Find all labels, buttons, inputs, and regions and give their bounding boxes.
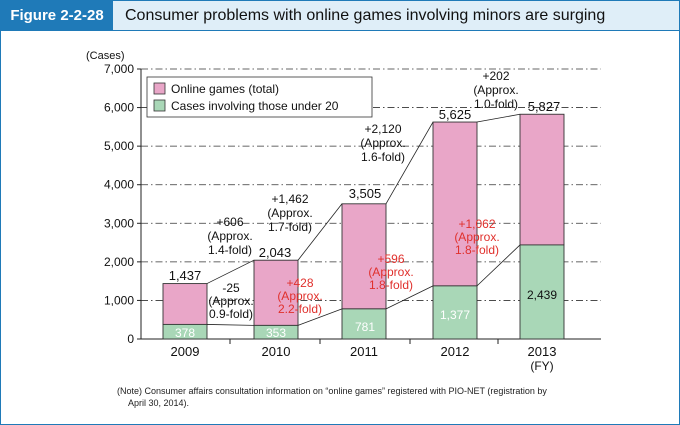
- bar-total: [519, 113, 565, 246]
- data-label-total: 5,827: [528, 99, 561, 114]
- x-tick-label: 2012: [441, 344, 470, 359]
- connector-total: [206, 259, 255, 284]
- annotation-total: 1.6-fold): [361, 150, 405, 164]
- note-line-2: April 30, 2014).: [128, 398, 190, 408]
- annotation-minors: (Approx.: [208, 294, 253, 308]
- x-unit-label: (FY): [530, 359, 553, 373]
- annotation-total: (Approx.: [207, 229, 252, 243]
- y-tick-label: 0: [127, 332, 134, 346]
- data-label-minors: 781: [355, 320, 375, 334]
- annotation-minors: 1.8-fold): [455, 243, 499, 257]
- connector-minors: [206, 324, 255, 326]
- annotation-total: (Approx.: [473, 83, 518, 97]
- data-label-total: 3,505: [349, 186, 382, 201]
- x-tick-label: 2013: [528, 344, 557, 359]
- data-label-minors: 1,377: [440, 308, 470, 322]
- annotation-minors: +596: [377, 252, 404, 266]
- annotation-minors: 1.8-fold): [369, 278, 413, 292]
- legend-swatch-minors: [153, 99, 166, 112]
- y-tick-label: 4,000: [104, 178, 134, 192]
- y-tick-label: 1,000: [104, 293, 134, 307]
- note-line-1: (Note) Consumer affairs consultation inf…: [117, 386, 547, 396]
- figure-note: (Note) Consumer affairs consultation inf…: [117, 385, 597, 409]
- y-tick-label: 5,000: [104, 139, 134, 153]
- bar-minors: [432, 285, 478, 340]
- legend-label-total: Online games (total): [171, 82, 279, 96]
- legend-label-minors: Cases involving those under 20: [171, 99, 339, 113]
- annotation-total: +606: [216, 215, 243, 229]
- annotation-total: (Approx.: [360, 136, 405, 150]
- annotation-total: 1.7-fold): [268, 220, 312, 234]
- bar-total: [341, 203, 387, 310]
- annotation-minors: +1,062: [458, 217, 495, 231]
- annotation-total: 1.0-fold): [474, 97, 518, 111]
- connector-minors: [385, 285, 434, 310]
- figure-header: Figure 2-2-28 Consumer problems with onl…: [1, 1, 679, 31]
- bar-minors: [519, 244, 565, 340]
- figure-label: Figure 2-2-28: [1, 1, 113, 30]
- y-tick-label: 7,000: [104, 62, 134, 76]
- connector-minors: [476, 244, 521, 287]
- annotation-minors: (Approx.: [368, 265, 413, 279]
- data-label-total: 5,625: [439, 107, 472, 122]
- bar-minors: [341, 308, 387, 340]
- annotation-total: 1.4-fold): [208, 243, 252, 257]
- bar-total: [253, 259, 299, 326]
- data-label-total: 2,043: [259, 245, 292, 260]
- x-tick-label: 2011: [350, 344, 378, 359]
- annotation-total: (Approx.: [267, 206, 312, 220]
- annotation-total: +1,462: [271, 192, 308, 206]
- x-tick-label: 2009: [171, 344, 200, 359]
- bar-total: [162, 283, 208, 325]
- legend-swatch-total: [153, 82, 166, 95]
- connector-total: [385, 121, 434, 205]
- annotation-minors: (Approx.: [277, 289, 322, 303]
- data-label-minors: 378: [175, 326, 195, 340]
- annotation-total: +2,120: [364, 122, 401, 136]
- x-tick-label: 2010: [262, 344, 291, 359]
- data-label-minors: 2,439: [527, 288, 557, 302]
- connector-minors: [297, 308, 343, 326]
- annotation-minors: (Approx.: [454, 230, 499, 244]
- y-tick-label: 3,000: [104, 216, 134, 230]
- bar-minors: [162, 323, 208, 340]
- y-tick-label: 6,000: [104, 101, 134, 115]
- annotation-minors: +428: [286, 276, 313, 290]
- connector-total: [476, 113, 521, 123]
- annotation-minors: 0.9-fold): [209, 307, 253, 321]
- figure-title: Consumer problems with online games invo…: [125, 7, 606, 24]
- annotation-minors: -25: [222, 281, 240, 295]
- data-label-total: 1,437: [169, 268, 202, 283]
- y-tick-label: 2,000: [104, 255, 134, 269]
- y-unit-label: (Cases): [86, 50, 125, 62]
- bar-minors: [253, 324, 299, 340]
- annotation-minors: 2.2-fold): [278, 302, 322, 316]
- connector-total: [297, 203, 343, 261]
- annotation-total: +202: [482, 69, 509, 83]
- data-label-minors: 353: [266, 326, 286, 340]
- legend-box: [146, 76, 373, 118]
- bar-total: [432, 121, 478, 287]
